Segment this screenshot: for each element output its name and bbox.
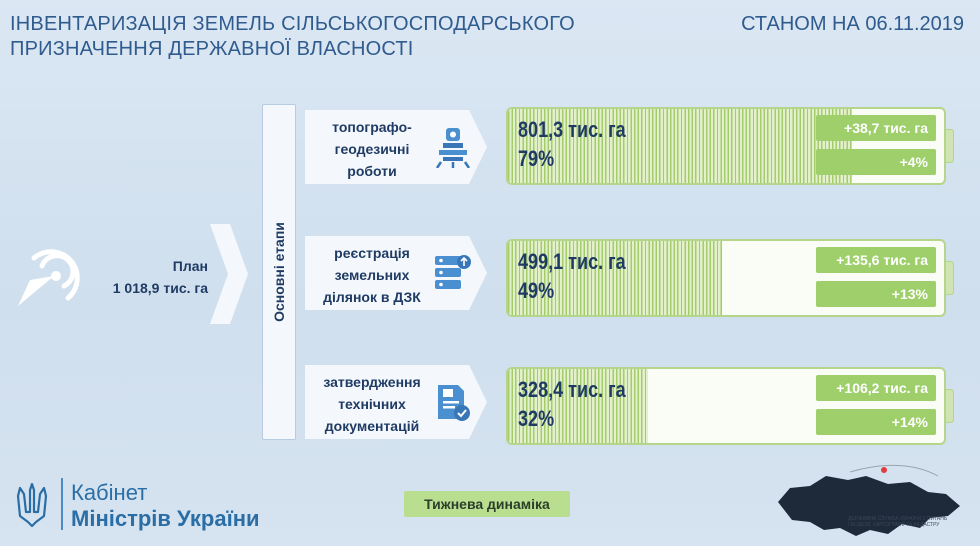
stage-arrow-shape xyxy=(305,365,487,439)
plan-block: План 1 018,9 тис. га xyxy=(113,255,208,299)
stage-registration: реєстрація земельних ділянок в ДЗК xyxy=(305,236,487,310)
delta-percent-badge: +14% xyxy=(816,409,936,435)
battery-cap xyxy=(946,261,954,295)
progress-bar: 328,4 тис. га 32% +106,2 тис. га +14% xyxy=(506,367,946,445)
cabinet-name-line-1: Кабінет xyxy=(71,480,148,505)
progress-fill xyxy=(508,109,853,183)
weekly-dynamics-legend: Тижнева динаміка xyxy=(404,491,570,517)
cabinet-name-line-2: Міністрів України xyxy=(71,506,260,531)
delta-percent-badge: +4% xyxy=(816,149,936,175)
stage-topographic: топографо- геодезичні роботи xyxy=(305,110,487,184)
stage-approval: затвердження технічних документацій xyxy=(305,365,487,439)
battery-cap xyxy=(946,389,954,423)
progress-fill xyxy=(508,241,722,315)
progress-value: 328,4 тис. га 32% xyxy=(518,377,626,431)
database-server-icon xyxy=(435,255,471,289)
stage-label: затвердження технічних документацій xyxy=(323,374,421,434)
approved-document-icon xyxy=(438,385,470,421)
stages-label: Основні етапи xyxy=(271,222,287,322)
stage-arrow-shape xyxy=(305,110,487,184)
progress-value: 499,1 тис. га 49% xyxy=(518,249,626,303)
delta-percent-badge: +13% xyxy=(816,281,936,307)
delta-area-badge: +135,6 тис. га xyxy=(816,247,936,273)
progress-bar: 801,3 тис. га 79% +38,7 тис. га +4% xyxy=(506,107,946,185)
stage-arrow-shape xyxy=(305,236,487,310)
title-line-1: ІНВЕНТАРИЗАЦІЯ ЗЕМЕЛЬ СІЛЬСЬКОГОСПОДАРСЬ… xyxy=(10,13,575,35)
progress-bar: 499,1 тис. га 49% +135,6 тис. га +13% xyxy=(506,239,946,317)
page-title: ІНВЕНТАРИЗАЦІЯ ЗЕМЕЛЬ СІЛЬСЬКОГОСПОДАРСЬ… xyxy=(10,12,575,62)
progress-fill xyxy=(508,369,648,443)
report-date: СТАНОМ НА 06.11.2019 xyxy=(741,13,964,35)
battery-cap xyxy=(946,129,954,163)
progress-value: 801,3 тис. га 79% xyxy=(518,117,626,171)
dgk-name: ДЕРЖГЕОКАДАСТР xyxy=(812,497,947,512)
stages-header: Основні етапи xyxy=(262,104,296,440)
delta-area-badge: +38,7 тис. га xyxy=(816,115,936,141)
stage-label: реєстрація земельних ділянок в ДЗК xyxy=(323,245,421,305)
dgk-ukraine-map-logo-icon xyxy=(778,464,960,536)
surveyor-robot-icon xyxy=(435,128,471,168)
plan-value: 1 018,9 тис. га xyxy=(112,280,208,296)
trident-emblem-icon xyxy=(16,482,48,528)
chevron-right-icon xyxy=(210,224,248,324)
dgk-subtitle: ДЕРЖАВНА СЛУЖБА УКРАЇНИ З ПИТАНЬ ГЕОДЕЗІ… xyxy=(848,516,948,528)
delta-area-badge: +106,2 тис. га xyxy=(816,375,936,401)
radar-target-icon xyxy=(18,249,80,306)
cabinet-divider xyxy=(61,478,63,530)
plan-label: План xyxy=(172,258,208,274)
title-line-2: ПРИЗНАЧЕННЯ ДЕРЖАВНОЇ ВЛАСНОСТІ xyxy=(10,38,414,60)
stage-label: топографо- геодезичні роботи xyxy=(332,119,412,179)
